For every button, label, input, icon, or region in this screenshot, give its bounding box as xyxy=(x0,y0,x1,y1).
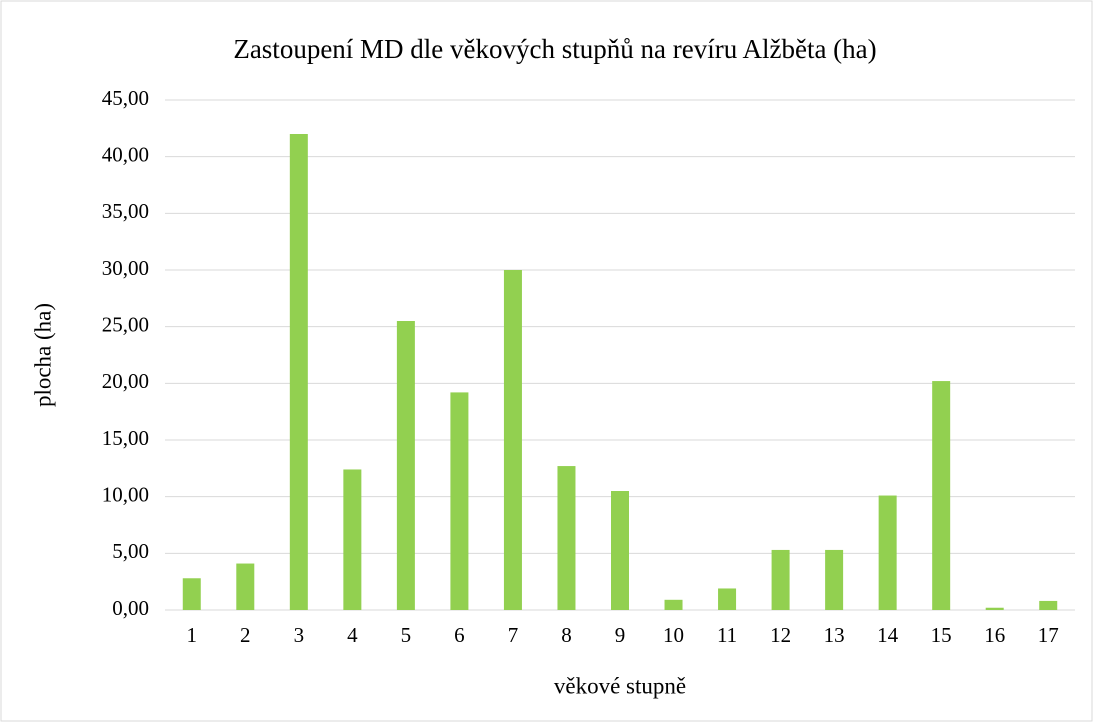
chart-title: Zastoupení MD dle věkových stupňů na rev… xyxy=(233,34,876,64)
x-tick-label: 11 xyxy=(717,623,737,647)
y-axis-label: plocha (ha) xyxy=(30,303,55,407)
x-tick-label: 13 xyxy=(824,623,845,647)
y-tick-label: 35,00 xyxy=(102,199,149,223)
x-tick-label: 14 xyxy=(877,623,899,647)
bar xyxy=(1039,600,1058,610)
bar xyxy=(718,588,737,610)
bar xyxy=(771,549,790,610)
bar xyxy=(878,495,897,610)
bar xyxy=(503,270,522,610)
y-tick-label: 45,00 xyxy=(102,86,149,110)
bar xyxy=(182,578,201,610)
y-tick-label: 40,00 xyxy=(102,142,149,166)
y-tick-label: 0,00 xyxy=(112,596,149,620)
bar xyxy=(557,466,576,610)
x-tick-label: 8 xyxy=(561,623,572,647)
x-tick-label: 17 xyxy=(1038,623,1059,647)
bar xyxy=(932,381,951,610)
y-tick-label: 15,00 xyxy=(102,426,149,450)
y-tick-label: 20,00 xyxy=(102,369,149,393)
x-tick-label: 7 xyxy=(508,623,519,647)
x-tick-label: 9 xyxy=(615,623,626,647)
x-tick-label: 4 xyxy=(347,623,358,647)
x-tick-label: 12 xyxy=(770,623,791,647)
y-tick-label: 10,00 xyxy=(102,482,149,506)
bar xyxy=(985,607,1004,610)
x-tick-label: 2 xyxy=(240,623,251,647)
bar xyxy=(611,491,629,610)
bar xyxy=(289,134,308,610)
bar xyxy=(825,549,844,610)
bar xyxy=(396,321,415,610)
x-axis-label: věkové stupně xyxy=(554,673,686,698)
x-tick-label: 15 xyxy=(931,623,952,647)
x-tick-label: 16 xyxy=(984,623,1005,647)
x-tick-label: 1 xyxy=(187,623,198,647)
y-tick-label: 30,00 xyxy=(102,256,149,280)
y-tick-label: 5,00 xyxy=(112,539,149,563)
x-tick-label: 5 xyxy=(401,623,412,647)
y-tick-label: 25,00 xyxy=(102,312,149,336)
x-tick-label: 3 xyxy=(294,623,305,647)
bar xyxy=(450,392,469,610)
bar xyxy=(236,563,255,610)
bar xyxy=(343,469,362,610)
x-tick-label: 6 xyxy=(454,623,465,647)
bar xyxy=(664,599,683,610)
x-tick-label: 10 xyxy=(663,623,684,647)
